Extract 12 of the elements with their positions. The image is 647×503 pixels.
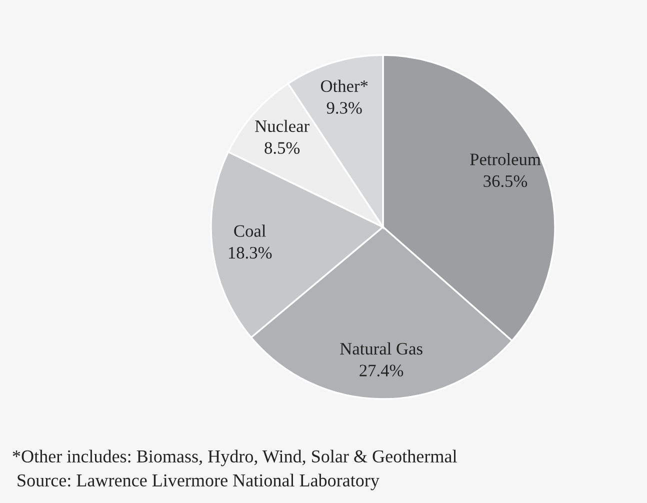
- slice-label: Coal: [234, 224, 266, 237]
- slice-label: Other*: [320, 80, 368, 92]
- data-label: 27.4%: [360, 364, 404, 376]
- text: *Other includes: Biomass, Hydro, Wind, Solar & Geothermal: [12, 450, 457, 466]
- data-label: 18.3%: [228, 246, 272, 259]
- data-label: 8.5%: [264, 142, 300, 154]
- slice-label: Natural Gas: [340, 342, 422, 355]
- data-label: 9.3%: [326, 102, 362, 114]
- data-label: 36.5%: [484, 175, 528, 188]
- slice-label: Nuclear: [255, 120, 310, 132]
- text: Source: Lawrence Livermore National Laboratory: [18, 474, 380, 490]
- slice-label: Petroleum: [470, 153, 541, 166]
